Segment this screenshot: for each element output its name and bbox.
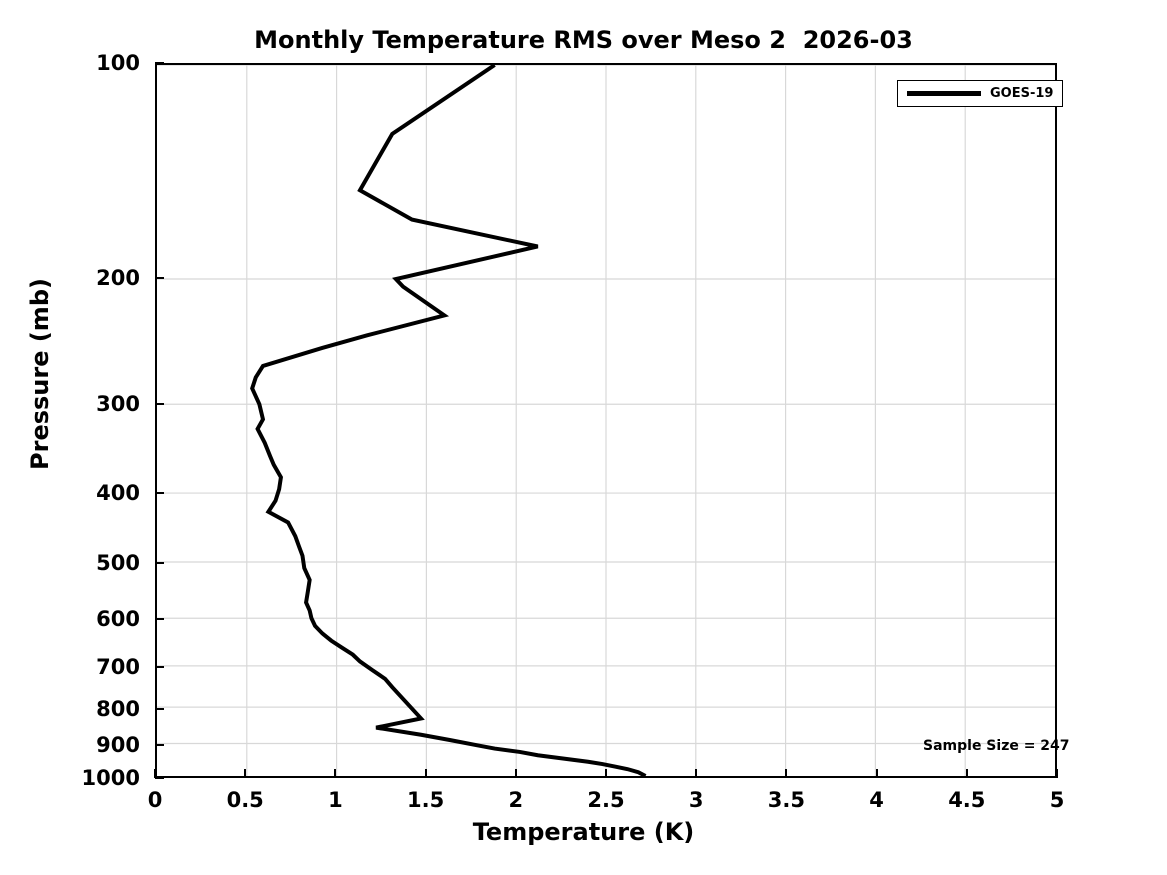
x-tick-label: 2	[508, 788, 524, 812]
y-tick-label: 300	[96, 392, 140, 417]
y-tick-mark	[155, 707, 164, 710]
legend-line-swatch	[907, 91, 981, 96]
x-tick-label: 0.5	[226, 788, 264, 812]
grid-lines	[157, 65, 1055, 776]
y-tick-label: 700	[96, 655, 140, 680]
y-tick-mark	[155, 403, 164, 406]
x-tick-label: 5	[1049, 788, 1065, 812]
x-tick-label: 1.5	[406, 788, 445, 812]
x-axis-label: Temperature (K)	[472, 818, 695, 846]
x-tick-mark	[1056, 769, 1058, 778]
page-title: Monthly Temperature RMS over Meso 2 2026…	[254, 26, 913, 54]
y-tick-mark	[155, 62, 164, 64]
x-tick-mark	[695, 769, 698, 778]
x-tick-label: 2.5	[587, 788, 625, 812]
x-tick-label: 0	[147, 788, 163, 812]
y-tick-label: 600	[96, 607, 140, 632]
y-tick-label: 1000	[81, 766, 140, 790]
x-tick-label: 4.5	[948, 788, 986, 812]
x-tick-mark	[334, 769, 337, 778]
x-tick-label: 3.5	[767, 788, 805, 812]
x-tick-mark	[244, 769, 247, 778]
y-tick-mark	[155, 277, 164, 280]
y-tick-mark	[155, 561, 164, 564]
x-tick-label: 1	[328, 788, 343, 812]
y-tick-label: 400	[96, 481, 140, 506]
y-tick-label: 900	[96, 733, 140, 758]
x-tick-mark	[514, 769, 517, 778]
y-axis-label: Pressure (mb)	[26, 278, 54, 470]
y-tick-label: 500	[96, 550, 140, 575]
x-tick-label: 3	[688, 788, 704, 812]
x-tick-label: 4	[869, 788, 884, 812]
y-tick-label: 200	[96, 266, 140, 291]
y-tick-label: 800	[96, 696, 140, 721]
y-tick-mark	[155, 744, 164, 747]
data-series-layer	[250, 65, 647, 776]
y-tick-mark	[155, 777, 164, 779]
y-tick-mark	[155, 492, 164, 495]
sample-size-annotation: Sample Size = 247	[923, 738, 1070, 754]
x-tick-mark	[154, 769, 156, 778]
x-tick-mark	[785, 769, 788, 778]
x-tick-mark	[605, 769, 607, 778]
x-tick-mark	[875, 769, 878, 778]
legend: GOES-19	[897, 80, 1064, 107]
x-tick-mark	[965, 769, 968, 778]
y-tick-mark	[155, 618, 164, 621]
x-tick-mark	[424, 769, 427, 778]
legend-entry-label: GOES-19	[990, 86, 1054, 101]
y-tick-mark	[155, 666, 164, 669]
plot-area	[155, 63, 1057, 778]
y-tick-label: 100	[96, 51, 140, 75]
series-line	[250, 65, 647, 776]
